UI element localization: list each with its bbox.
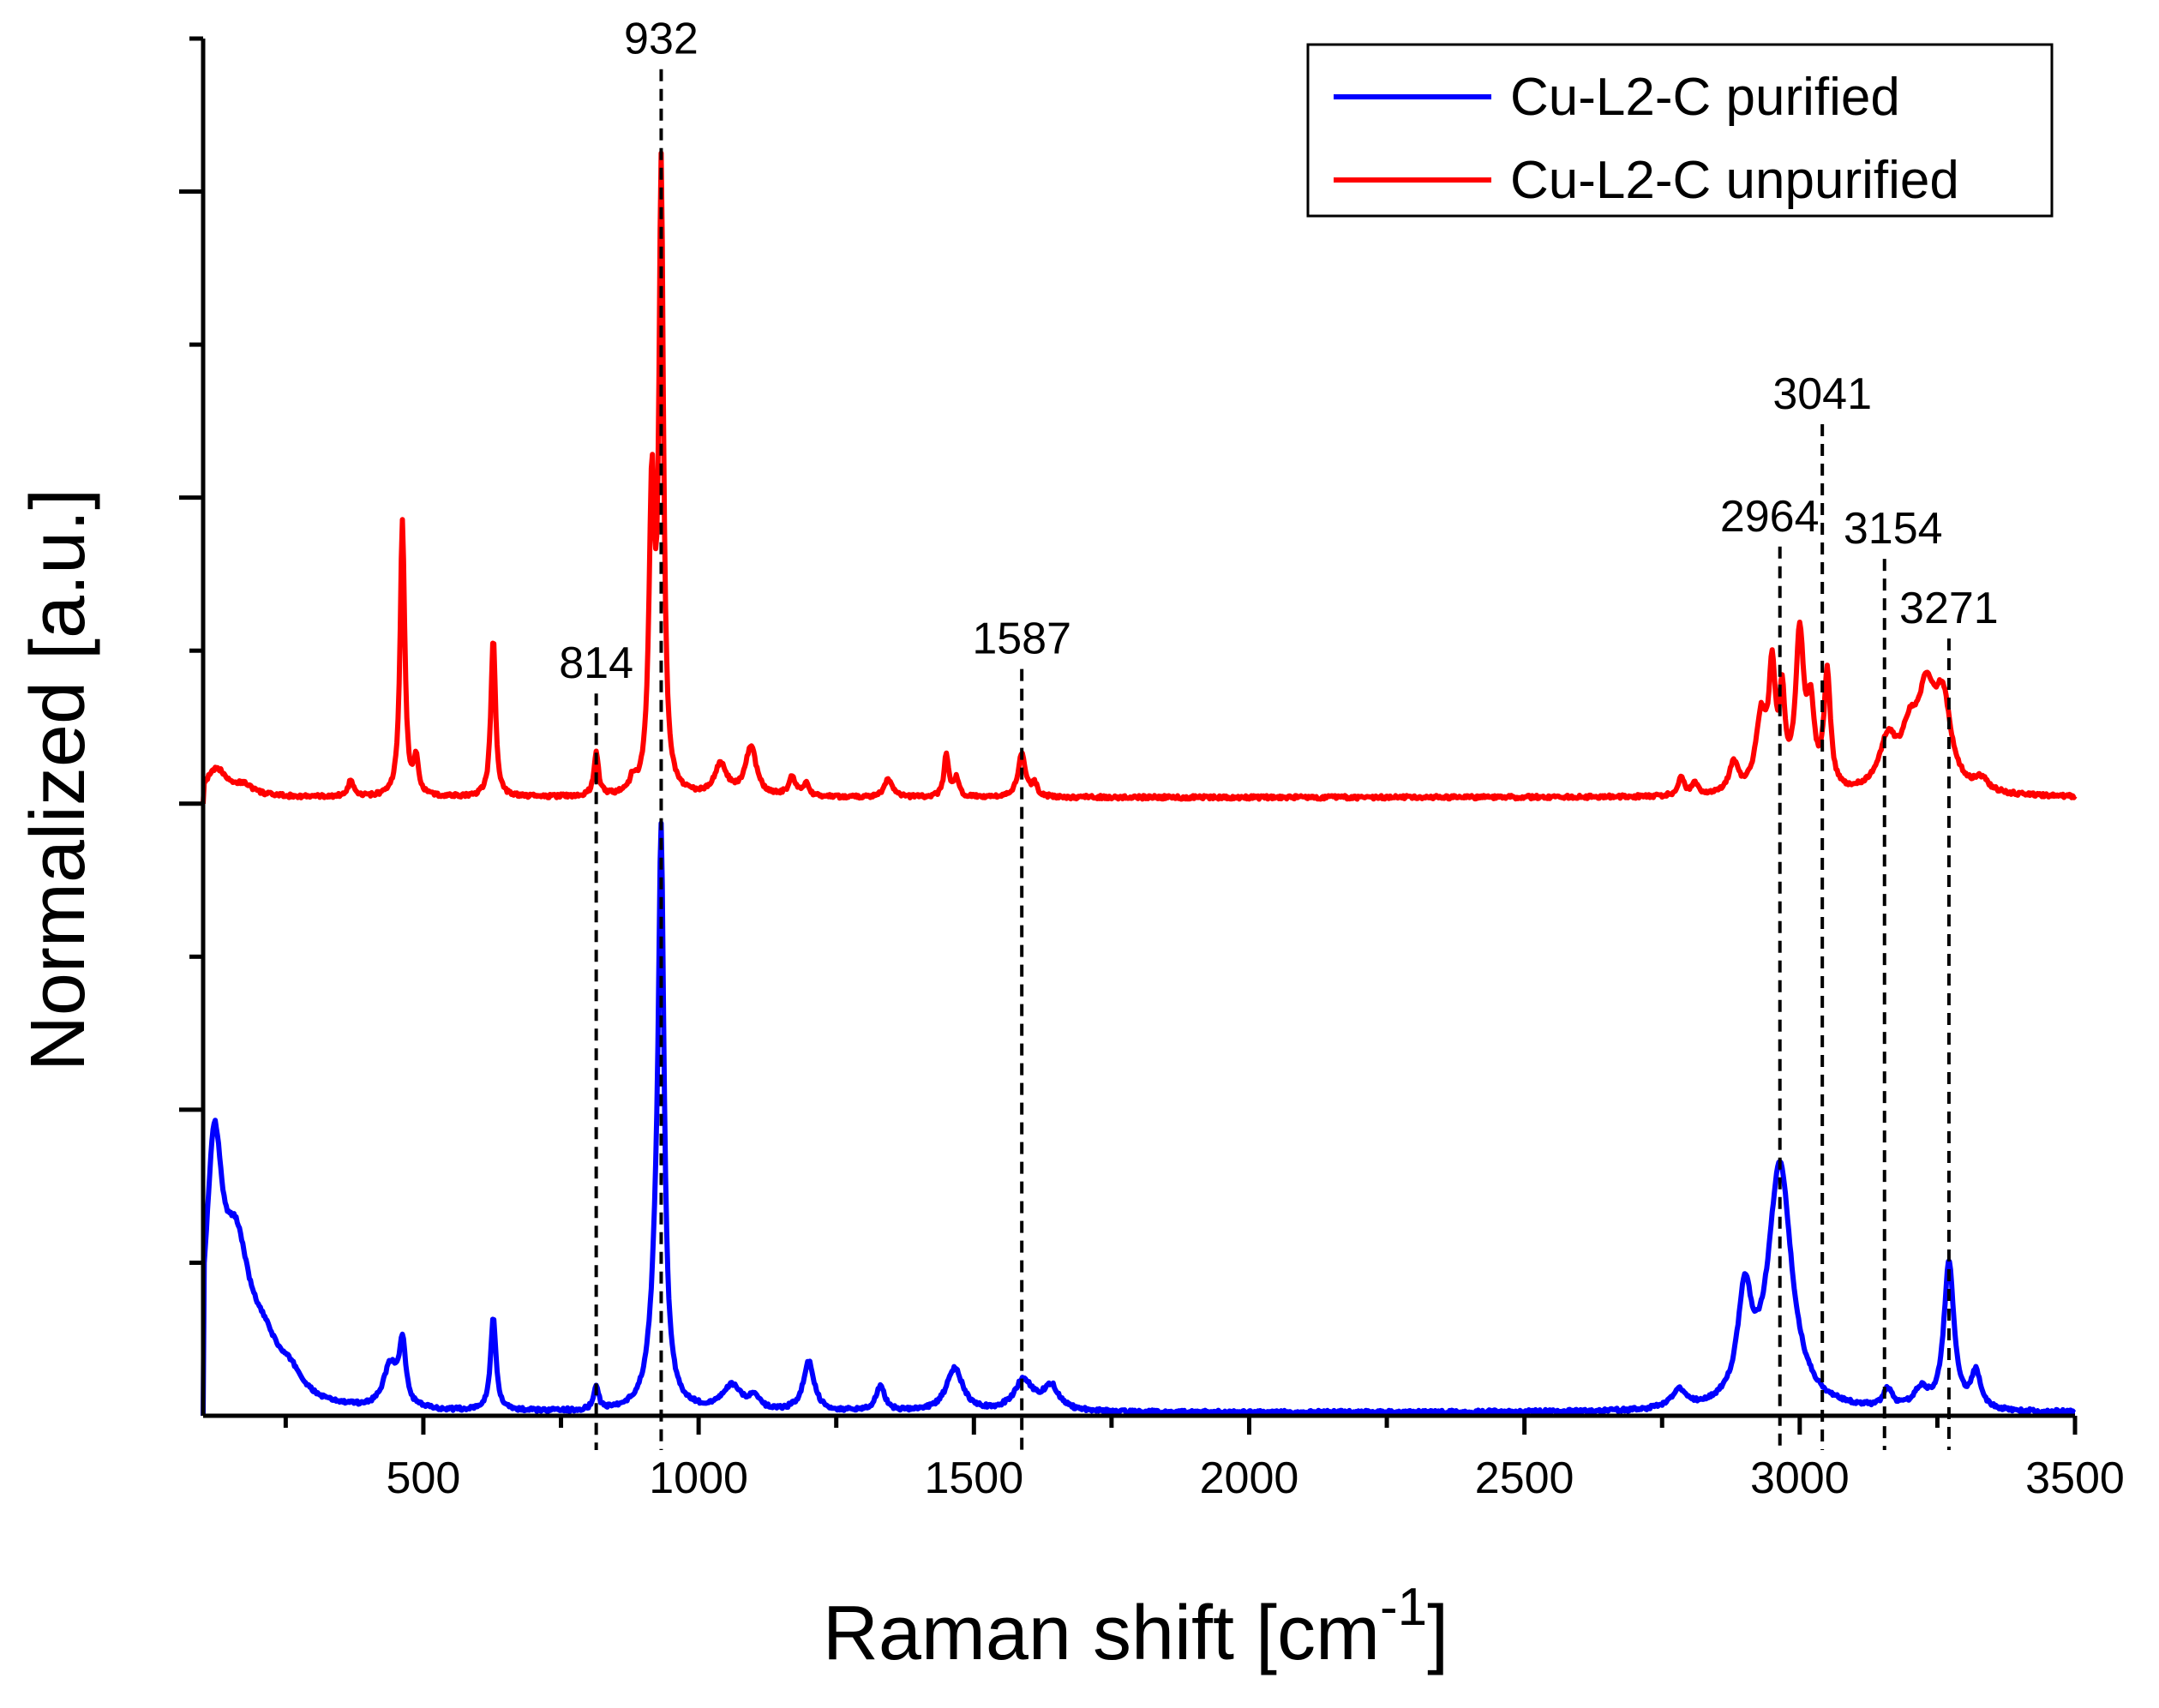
x-axis-title-main: Raman shift [cm [823,1591,1380,1676]
legend: Cu-L2-C purified Cu-L2-C unpurified [1306,43,2054,218]
x-axis-title: Raman shift [cm-1] [823,1578,1448,1676]
x-tick-label: 3000 [1750,1453,1850,1503]
peak-label-2964: 2964 [1720,492,1820,542]
x-axis-title-sup: -1 [1380,1578,1427,1637]
series-layer [201,150,2078,1417]
axes [201,39,2075,1418]
series-line-unpurified [201,150,2078,804]
x-tick-label: 3500 [2025,1453,2125,1503]
y-axis-title: Normalized [a.u.] [15,488,101,1071]
x-tick-label: 1500 [924,1453,1023,1503]
x-tick-label: 2000 [1200,1453,1299,1503]
x-axis-title-close: ] [1427,1591,1448,1676]
legend-label-unpurified: Cu-L2-C unpurified [1510,151,1959,210]
peak-markers: 814 932 1587 2964 3041 3154 3271 [559,15,1999,1450]
peak-label-932: 932 [624,15,699,64]
series-line-purified [201,820,2077,1417]
peak-label-1587: 1587 [972,614,1071,664]
peak-label-3271: 3271 [1899,584,1999,633]
peak-label-3041: 3041 [1772,369,1872,419]
x-tick-label: 500 [387,1453,461,1503]
x-tick-label: 2500 [1475,1453,1574,1503]
legend-box [1306,43,2054,218]
legend-label-purified: Cu-L2-C purified [1510,68,1900,127]
peak-label-3154: 3154 [1844,504,1943,554]
peak-label-814: 814 [559,638,633,688]
ticks: 500 1000 1500 2000 2500 3000 3500 [179,36,2125,1503]
x-tick-label: 1000 [649,1453,748,1503]
